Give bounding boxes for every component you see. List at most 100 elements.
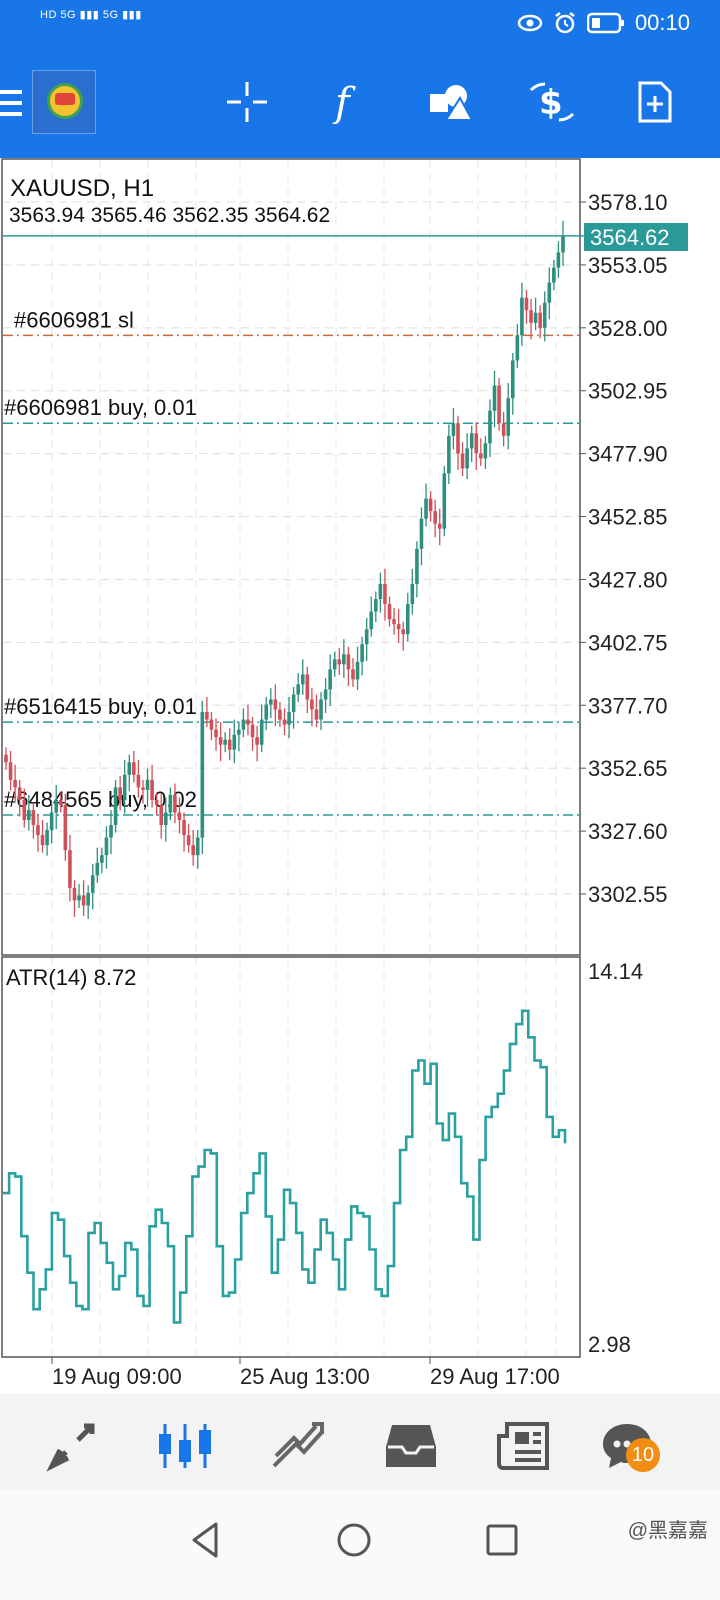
status-right: 00:10 <box>517 8 720 38</box>
candle-body <box>45 830 49 846</box>
candle-body <box>49 812 54 831</box>
crosshair-icon[interactable] <box>217 72 277 132</box>
candle-body <box>90 875 95 893</box>
candle-body <box>209 719 214 730</box>
candle-body <box>100 855 104 863</box>
grid-lines <box>3 160 579 1356</box>
candle-body <box>442 473 447 529</box>
objects-icon[interactable] <box>420 72 480 132</box>
app-logo-icon[interactable] <box>32 70 96 134</box>
candle-body <box>447 435 451 474</box>
price-tick-label: 3528.00 <box>588 316 668 341</box>
candle-body <box>355 661 360 680</box>
candle-body <box>346 654 351 670</box>
candle-body <box>369 611 374 630</box>
candle-body <box>552 267 556 283</box>
candle-body <box>81 895 86 906</box>
new-order-icon[interactable] <box>625 72 685 132</box>
candle-body <box>95 862 100 876</box>
candle-body <box>58 799 63 805</box>
eye-icon <box>517 14 543 32</box>
symbol-label: XAUUSD, H1 <box>10 175 154 202</box>
candle-body <box>282 719 287 725</box>
candle-body <box>520 297 524 336</box>
candle-body <box>31 809 36 826</box>
candle-body <box>264 704 269 720</box>
candle-body <box>538 312 542 328</box>
bottom-navigation <box>0 1394 720 1490</box>
price-chart[interactable]: #6606981 sl #6606981 buy, 0.01 #6516415 bu… <box>0 158 720 1394</box>
candle-body <box>291 694 296 713</box>
signal-indicators: HD 5G ▮▮▮ 5G ▮▮▮ <box>40 9 142 21</box>
chart-icon[interactable] <box>155 1416 215 1476</box>
candle-body <box>332 659 337 670</box>
candle-body <box>218 737 223 745</box>
atr-max-label: 14.14 <box>588 959 643 984</box>
atr-min-label: 2.98 <box>588 1332 631 1357</box>
history-icon[interactable] <box>381 1416 441 1476</box>
trade-icon[interactable] <box>268 1416 328 1476</box>
svg-text:$: $ <box>539 83 563 123</box>
recents-icon[interactable] <box>478 1516 526 1564</box>
candle-body <box>77 895 81 901</box>
candle-body <box>378 583 383 600</box>
candle-body <box>127 762 132 775</box>
indicator-f-icon[interactable]: f <box>317 72 377 132</box>
candle-body <box>374 599 378 612</box>
back-icon[interactable] <box>182 1516 230 1564</box>
candle-body <box>405 604 410 635</box>
home-icon[interactable] <box>330 1516 378 1564</box>
candle-body <box>319 699 323 720</box>
candle-body <box>337 659 342 665</box>
candle-body <box>27 809 31 821</box>
time-axis: 19 Aug 09:00 25 Aug 13:00 29 Aug 17:00 <box>51 1357 560 1389</box>
time-tick-label: 29 Aug 17:00 <box>430 1364 560 1389</box>
atr-series-line <box>3 1009 567 1324</box>
candle-body <box>118 787 122 800</box>
candle-body <box>195 837 200 856</box>
candle-body <box>205 712 209 720</box>
candle-body <box>132 762 136 775</box>
trade-dollar-icon[interactable]: $ <box>522 72 582 132</box>
candle-body <box>483 443 488 459</box>
candle-body <box>246 719 250 725</box>
chart-area[interactable]: #6606981 sl #6606981 buy, 0.01 #6516415 bu… <box>0 158 720 1394</box>
candle-body <box>86 892 90 906</box>
candle-body <box>396 624 401 630</box>
candle-body <box>392 619 396 625</box>
candle-body <box>278 709 282 720</box>
candle-body <box>68 850 72 888</box>
candle-body <box>259 719 264 745</box>
news-icon[interactable] <box>494 1416 554 1476</box>
menu-icon[interactable] <box>0 90 22 116</box>
quotes-icon[interactable] <box>42 1416 102 1476</box>
candle-body <box>200 712 205 838</box>
candle-body <box>4 754 8 763</box>
candle-body <box>182 820 186 836</box>
toolbar: f $ <box>0 62 720 144</box>
order-lines: #6606981 sl #6606981 buy, 0.01 #6516415 bu… <box>3 235 584 816</box>
candle-body <box>497 385 501 424</box>
candle-body <box>488 410 492 444</box>
order-line-label: #6606981 sl <box>14 307 134 332</box>
candle-body <box>428 498 433 512</box>
candle-body <box>351 669 355 680</box>
candle-body <box>40 835 45 846</box>
candle-body <box>469 433 474 449</box>
atr-line <box>3 1009 567 1324</box>
atr-label: ATR(14) 8.72 <box>6 965 136 990</box>
candle-body <box>163 812 168 826</box>
current-price-label: 3564.62 <box>590 225 670 250</box>
candle-body <box>287 712 291 725</box>
current-price-box <box>584 223 688 251</box>
svg-text:f: f <box>332 80 356 124</box>
candle-body <box>524 297 529 311</box>
price-tick-label: 3553.05 <box>588 253 668 278</box>
candle-body <box>401 629 406 635</box>
candle-body <box>323 689 328 700</box>
candle-body <box>314 709 319 720</box>
candle-body <box>561 235 565 253</box>
candle-body <box>17 787 22 800</box>
candle-body <box>479 453 483 459</box>
candle-body <box>424 498 428 519</box>
